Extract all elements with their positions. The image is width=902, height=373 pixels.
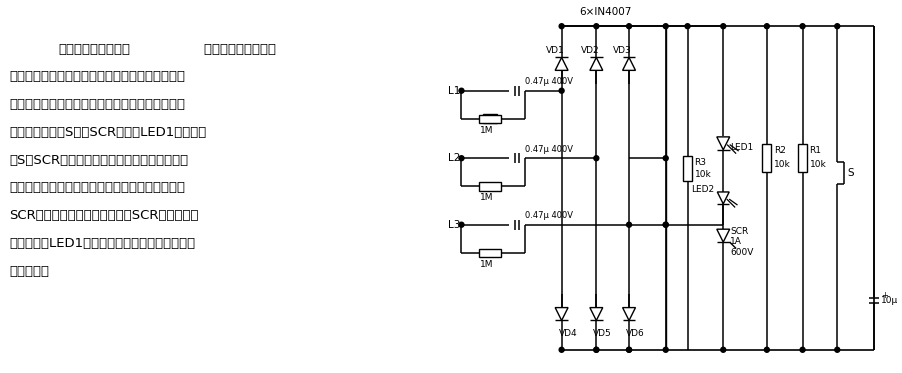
Circle shape — [458, 156, 464, 161]
Circle shape — [662, 347, 667, 352]
Text: LED2: LED2 — [691, 185, 713, 194]
Text: 整流器直流侧的脉动电压增加，且出现过零点，使: 整流器直流侧的脉动电压增加，且出现过零点，使 — [9, 182, 185, 194]
Text: 有过零点，按动S键时SCR导通，LED1发亮。断: 有过零点，按动S键时SCR导通，LED1发亮。断 — [9, 126, 207, 139]
Text: 自然关断，LED1息灯，此时表示三相电网出现了: 自然关断，LED1息灯，此时表示三相电网出现了 — [9, 237, 195, 250]
Bar — [479, 115, 501, 123]
Polygon shape — [589, 308, 603, 320]
Text: L1: L1 — [447, 86, 459, 96]
Polygon shape — [555, 308, 567, 320]
Polygon shape — [716, 229, 729, 242]
Text: VD6: VD6 — [625, 329, 644, 338]
Circle shape — [833, 24, 839, 29]
Circle shape — [763, 24, 769, 29]
Polygon shape — [589, 57, 603, 70]
Circle shape — [626, 222, 630, 227]
Bar — [483, 114, 497, 123]
Bar — [479, 182, 501, 191]
Text: L2: L2 — [447, 153, 459, 163]
Circle shape — [720, 24, 725, 29]
Circle shape — [799, 24, 805, 29]
Circle shape — [594, 24, 598, 29]
Circle shape — [662, 156, 667, 161]
Text: 1A: 1A — [730, 237, 741, 246]
Circle shape — [763, 347, 769, 352]
Bar — [682, 156, 691, 181]
Text: 0.47μ 400V: 0.47μ 400V — [524, 211, 572, 220]
Text: 10k: 10k — [808, 160, 825, 169]
Circle shape — [558, 24, 564, 29]
Bar — [479, 248, 501, 257]
Circle shape — [558, 347, 564, 352]
Circle shape — [626, 347, 630, 352]
Circle shape — [558, 88, 564, 93]
Circle shape — [594, 156, 598, 161]
Polygon shape — [716, 137, 729, 150]
Polygon shape — [716, 192, 729, 204]
Circle shape — [458, 88, 464, 93]
Text: VD5: VD5 — [593, 329, 612, 338]
Text: 0.47μ 400V: 0.47μ 400V — [524, 145, 572, 154]
Text: +: + — [880, 291, 887, 300]
Text: 将三相电源线电压经: 将三相电源线电压经 — [187, 43, 275, 56]
Circle shape — [626, 347, 630, 352]
Polygon shape — [555, 57, 567, 70]
Text: SCR的阳极电流也过零点，于是SCR在过零点时: SCR的阳极电流也过零点，于是SCR在过零点时 — [9, 209, 198, 222]
Text: 10k: 10k — [773, 160, 789, 169]
Text: SCR: SCR — [730, 227, 748, 236]
Text: 6×IN4007: 6×IN4007 — [578, 7, 630, 17]
Bar — [761, 144, 770, 172]
Circle shape — [662, 222, 667, 227]
Circle shape — [626, 24, 630, 29]
Text: 开S时SCR仍然维持导通状态。当电网缺相时，: 开S时SCR仍然维持导通状态。当电网缺相时， — [9, 154, 189, 167]
Circle shape — [799, 347, 805, 352]
Text: 1M: 1M — [479, 126, 492, 135]
Text: S: S — [846, 168, 853, 178]
Circle shape — [685, 24, 689, 29]
Circle shape — [720, 347, 725, 352]
Text: 1M: 1M — [479, 260, 492, 269]
Text: R2: R2 — [773, 146, 785, 155]
Text: 10k: 10k — [694, 170, 711, 179]
Text: VD2: VD2 — [580, 46, 598, 54]
Text: VD1: VD1 — [545, 46, 564, 54]
Circle shape — [833, 347, 839, 352]
Bar — [797, 144, 806, 172]
Circle shape — [594, 347, 598, 352]
Text: 1M: 1M — [479, 194, 492, 203]
Text: R1: R1 — [808, 146, 821, 155]
Text: 电容降压桥式整流，变成脉冲直流电压，当三相电: 电容降压桥式整流，变成脉冲直流电压，当三相电 — [9, 70, 185, 83]
Circle shape — [458, 222, 464, 227]
Text: 0.47μ 400V: 0.47μ 400V — [524, 77, 572, 86]
Text: 记忆型缺相判断电路: 记忆型缺相判断电路 — [58, 43, 130, 56]
Text: 网正常（不缺相）时，整流器直流侧的脉冲电压没: 网正常（不缺相）时，整流器直流侧的脉冲电压没 — [9, 98, 185, 111]
Text: R3: R3 — [694, 158, 705, 167]
Text: 缺相故障。: 缺相故障。 — [9, 265, 50, 278]
Circle shape — [662, 24, 667, 29]
Text: L3: L3 — [447, 220, 459, 230]
Text: VD3: VD3 — [612, 46, 631, 54]
Circle shape — [662, 222, 667, 227]
Circle shape — [594, 347, 598, 352]
Text: 600V: 600V — [730, 248, 753, 257]
Polygon shape — [621, 57, 635, 70]
Text: 10μ: 10μ — [880, 296, 897, 305]
Polygon shape — [621, 308, 635, 320]
Text: VD4: VD4 — [558, 329, 576, 338]
Text: LED1: LED1 — [730, 143, 752, 152]
